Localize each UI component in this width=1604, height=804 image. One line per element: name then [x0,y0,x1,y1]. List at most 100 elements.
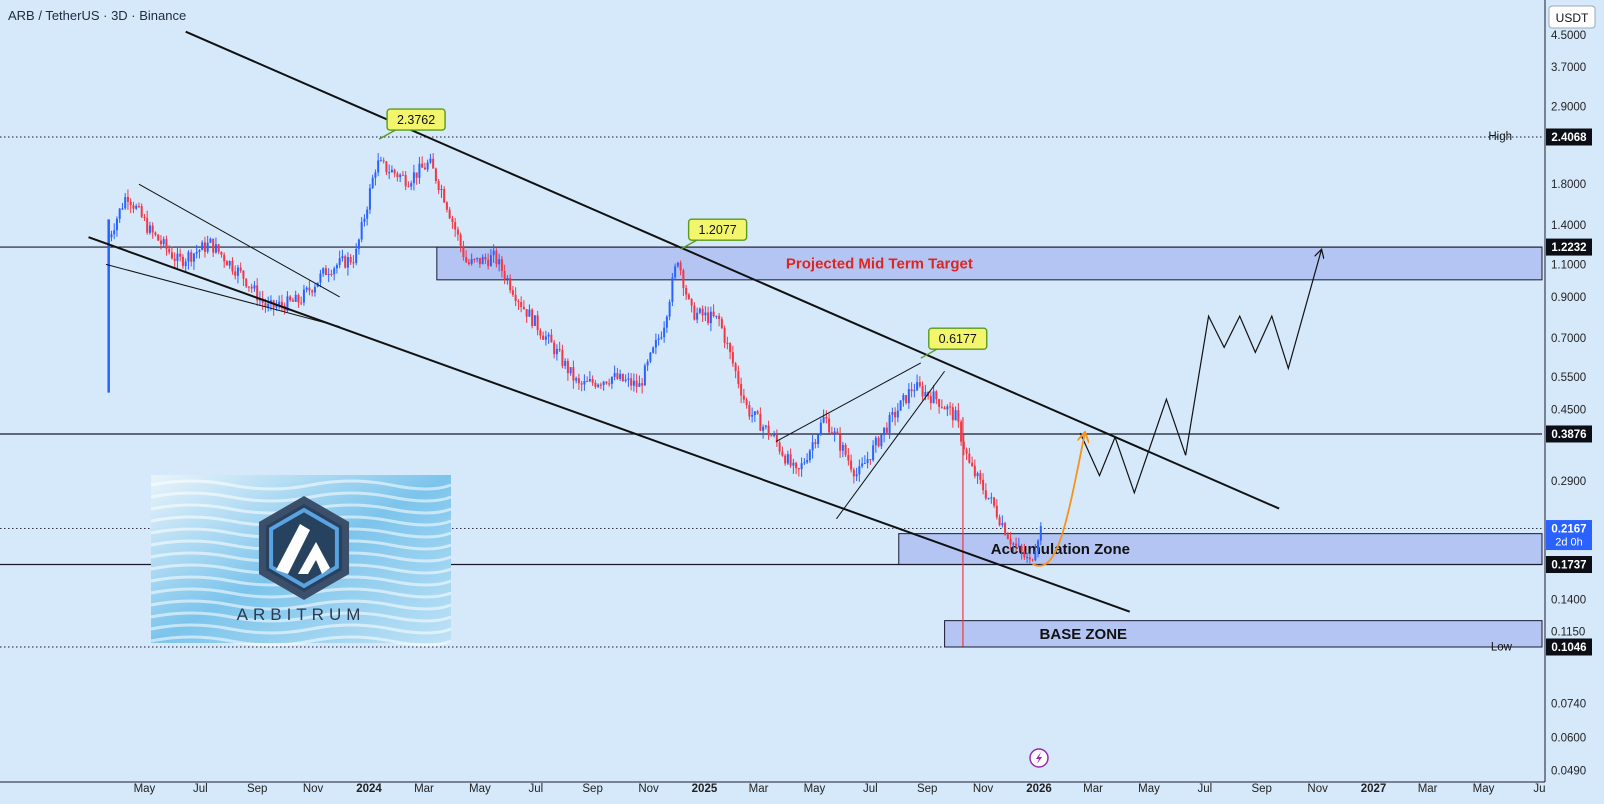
time-tick-label: Sep [1251,783,1271,795]
candle-body [740,383,743,396]
candle-body [225,261,228,266]
price-tick-label: 1.1000 [1551,259,1586,271]
level-badge[interactable] [1546,238,1592,256]
candle-body [627,378,630,380]
callout-box[interactable] [386,108,446,131]
candle-body [588,378,591,382]
level-badge[interactable] [1546,425,1592,443]
currency-unit-box[interactable] [1548,5,1596,29]
candle-body [943,407,946,410]
trend-line[interactable] [138,183,340,298]
logo-wave [150,623,452,635]
candle-body [313,286,316,293]
level-badge[interactable] [1546,638,1592,656]
candle-body [335,265,338,269]
candle-body [429,158,432,163]
time-tick-label: 2025 [692,783,718,795]
candle-body [291,300,294,302]
trend-line[interactable] [836,370,945,520]
candle-body [1026,557,1029,559]
candle-body [770,435,773,437]
candle-body [228,261,231,266]
logo-wordmark: ARBITRUM [237,605,366,624]
candle-body [214,244,217,253]
candle-body [885,427,888,433]
candle-body [946,406,949,410]
candle-body [869,459,872,461]
price-tick-label: 0.0740 [1551,698,1586,710]
trend-line[interactable] [185,30,1280,510]
time-tick-label: Jul [193,783,208,795]
candle-body [580,383,583,385]
zone-rect[interactable] [898,533,1543,566]
zone-rect[interactable] [944,620,1543,648]
candle-body [399,174,402,178]
candle-body [454,222,457,230]
candle-body [663,327,666,338]
candle-body [742,395,745,400]
candle-body [311,290,314,293]
candle-body [822,416,825,423]
candle-body [690,298,693,306]
level-badge-value: 0.1737 [1551,560,1586,572]
candle-body [880,434,883,447]
candle-body [528,309,531,317]
projection-path[interactable] [1079,250,1321,495]
callout-value: 0.6177 [939,332,977,346]
candle-body [239,267,242,271]
candle-body [168,248,171,253]
orange-projection-arrow[interactable] [1032,433,1085,567]
candle-body [1031,559,1034,561]
candle-body [657,338,660,340]
price-tick-label: 0.2900 [1551,476,1586,488]
candle-body [456,229,459,235]
trend-line[interactable] [775,362,922,442]
level-badge[interactable] [1546,556,1592,574]
candle-body [566,360,569,374]
candle-body [382,160,385,162]
time-tick-label: 2026 [1026,783,1052,795]
arbitrum-logo: ARBITRUM [150,475,452,647]
candle-body [498,259,501,265]
candle-body [599,384,602,386]
candle-body [443,189,446,203]
trend-line[interactable] [88,236,1131,613]
zone-rect[interactable] [436,246,1543,281]
level-badge[interactable] [1546,128,1592,146]
candle-body [217,244,220,252]
candle-body [811,442,814,451]
candle-body [646,361,649,366]
candle-body [621,373,624,381]
candle-body [723,327,726,343]
candle-body [929,396,932,404]
candle-body [146,218,149,233]
price-tick-label: 0.1400 [1551,595,1586,607]
candle-body [797,468,800,470]
candle-body [179,253,182,257]
candle-body [330,273,333,275]
candle-body [404,174,407,187]
callout-value: 2.3762 [397,113,435,127]
logo-wave [150,599,452,611]
candle-body [575,378,578,381]
level-badge[interactable] [1546,520,1592,551]
candle-body [803,462,806,464]
candle-body [638,383,641,387]
candle-body [165,239,168,249]
candle-body [982,479,985,491]
candle-body [762,426,765,431]
candle-body [951,407,954,421]
candle-body [473,259,476,261]
callout-box[interactable] [687,218,748,241]
candle-body [704,312,707,316]
time-tick-label: Sep [917,783,937,795]
price-tick-label: 0.9000 [1551,292,1586,304]
candle-body [594,382,597,387]
trend-line[interactable] [105,263,340,328]
candles [107,153,1042,647]
candle-body [784,455,787,464]
candle-body [286,296,289,311]
candle-body [1028,557,1031,560]
callout-box[interactable] [928,327,988,350]
